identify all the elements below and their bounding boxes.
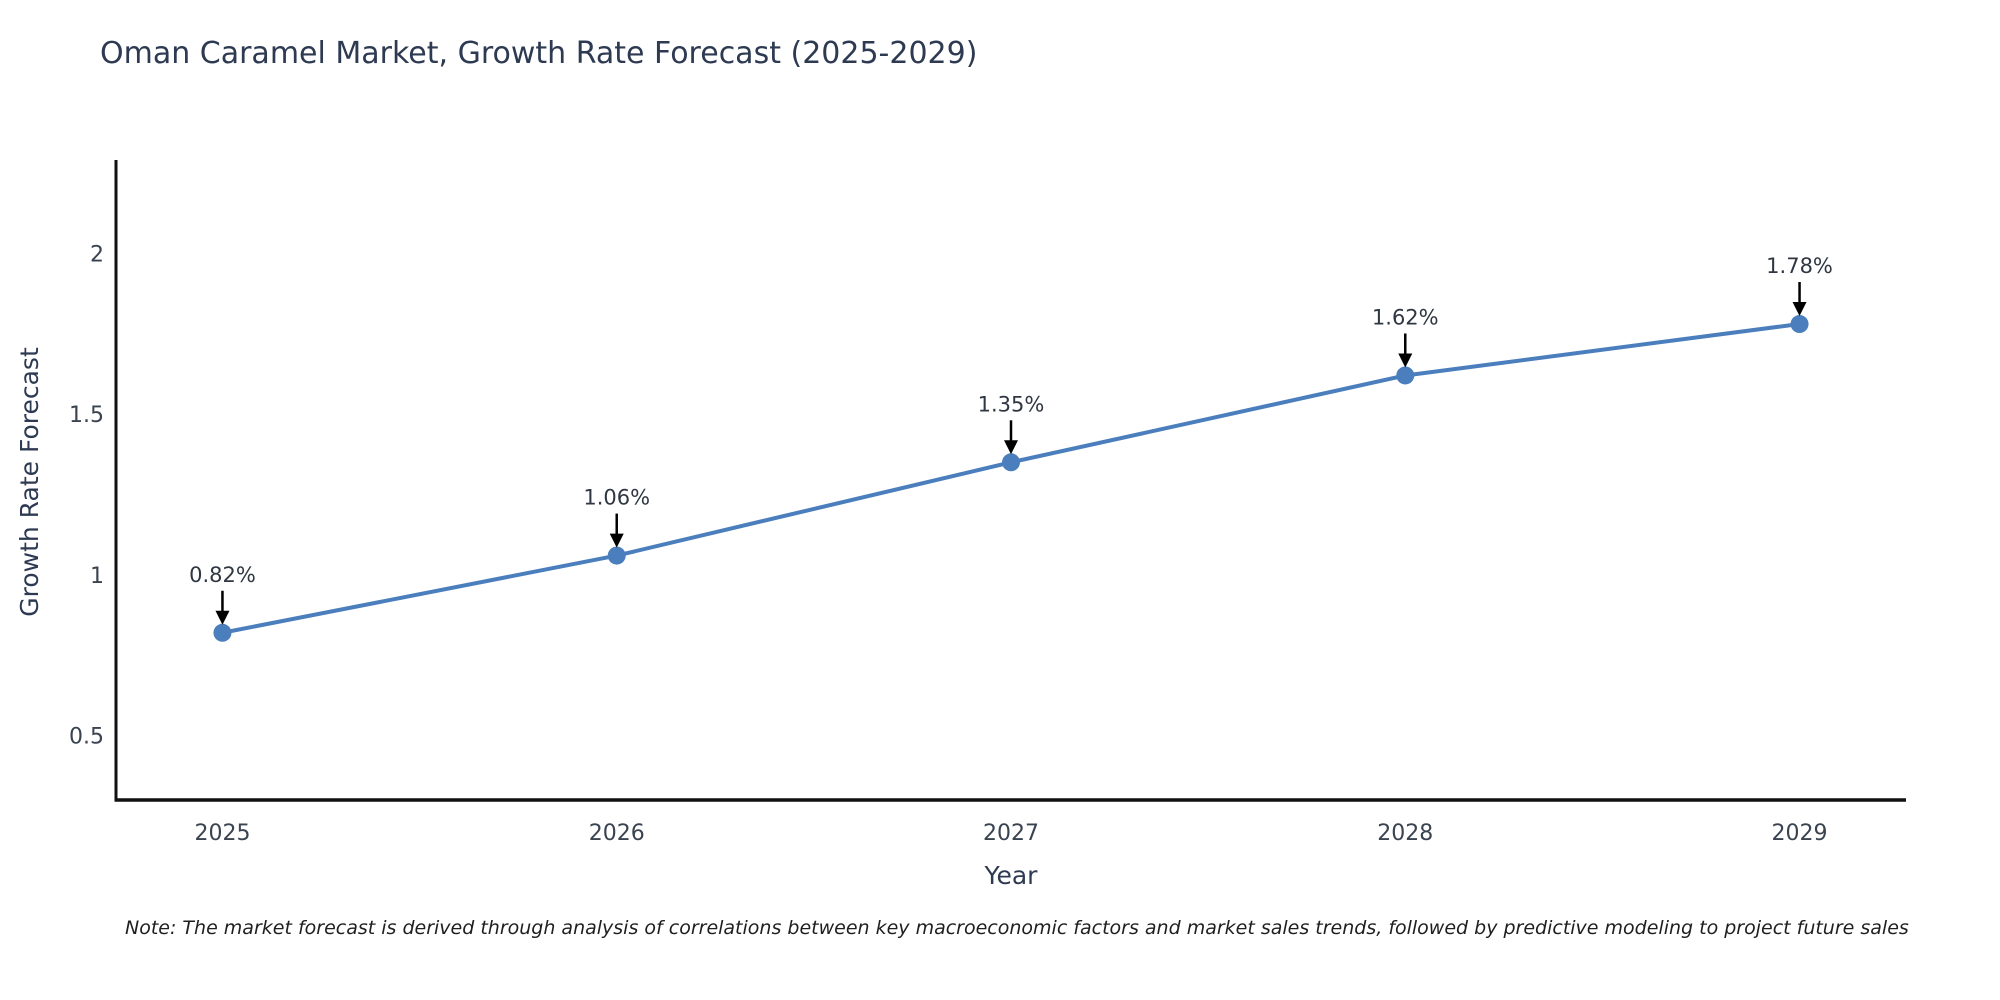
data-point-label: 1.78%: [1766, 254, 1833, 278]
y-axis-title: Growth Rate Forecast: [15, 347, 44, 617]
y-tick-label: 0.5: [69, 725, 104, 750]
data-point-marker: [1002, 453, 1020, 472]
y-tick-label: 1.5: [69, 403, 104, 428]
x-tick-label: 2029: [1772, 821, 1828, 846]
data-point-marker: [213, 623, 232, 642]
annotation-arrow-head: [1398, 353, 1413, 368]
y-tick-label: 2: [90, 242, 104, 267]
data-point-label: 1.62%: [1372, 305, 1439, 329]
data-point-marker: [1396, 366, 1415, 385]
chart-title: Oman Caramel Market, Growth Rate Forecas…: [100, 36, 978, 71]
data-point-marker: [607, 546, 626, 565]
y-tick-label: 1: [90, 564, 104, 589]
annotation-arrow-head: [1792, 302, 1807, 317]
annotation-arrow-head: [215, 610, 230, 625]
trend-line: [220, 322, 1802, 635]
x-tick-label: 2026: [589, 821, 645, 846]
footnote: Note: The market forecast is derived thr…: [125, 917, 1909, 939]
x-axis-title: Year: [984, 861, 1039, 890]
data-point-marker: [1790, 315, 1809, 334]
x-tick-label: 2027: [983, 821, 1039, 846]
x-tick-label: 2028: [1377, 821, 1433, 846]
annotation-arrow-head: [1004, 440, 1018, 455]
data-point-label: 0.82%: [189, 563, 256, 587]
x-tick-label: 2025: [194, 821, 250, 846]
data-point-label: 1.35%: [978, 392, 1045, 416]
annotation-arrow-head: [609, 533, 624, 548]
data-point-label: 1.06%: [583, 486, 650, 510]
